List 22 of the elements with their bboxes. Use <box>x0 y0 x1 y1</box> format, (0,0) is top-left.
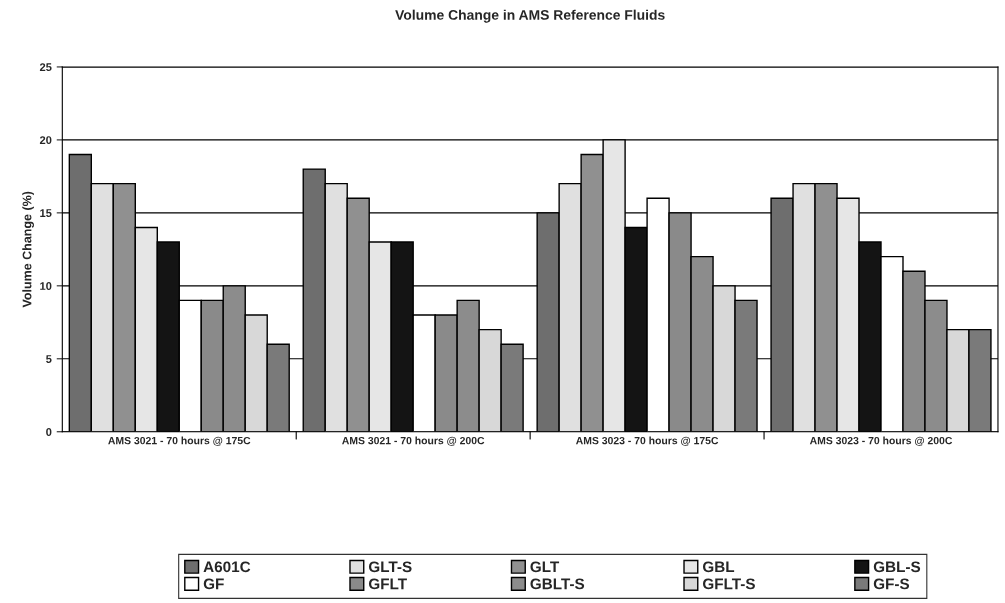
x-tick-label: AMS 3021 - 70 hours @ 175C <box>108 436 251 446</box>
legend-label: GFLT-S <box>702 578 755 590</box>
legend-label: GBL-S <box>873 561 921 573</box>
legend-label: GLT <box>530 561 560 573</box>
legend-label: GBL <box>702 561 735 573</box>
legend-label: GF-S <box>873 578 910 590</box>
y-tick-label: 20 <box>39 136 52 145</box>
legend-label: GBLT-S <box>530 578 585 590</box>
y-axis-title: Volume Change (%) <box>22 191 34 308</box>
y-tick-label: 5 <box>46 355 52 363</box>
y-tick-label: 15 <box>40 209 52 217</box>
x-tick-label: AMS 3023 - 70 hours @ 200C <box>809 436 953 446</box>
y-tick-label: 10 <box>40 282 52 290</box>
legend-label: GFLT <box>368 578 407 590</box>
y-tick-label: 25 <box>39 63 52 72</box>
x-tick-label: AMS 3021 - 70 hours @ 200C <box>342 436 485 446</box>
x-tick-label: AMS 3023 - 70 hours @ 175C <box>575 436 719 446</box>
legend-label: GF <box>203 578 224 590</box>
chart-title: Volume Change in AMS Reference Fluids <box>395 9 665 23</box>
y-tick-label: 0 <box>46 428 52 436</box>
legend-label: A601C <box>203 561 251 573</box>
legend-label: GLT-S <box>368 561 412 573</box>
